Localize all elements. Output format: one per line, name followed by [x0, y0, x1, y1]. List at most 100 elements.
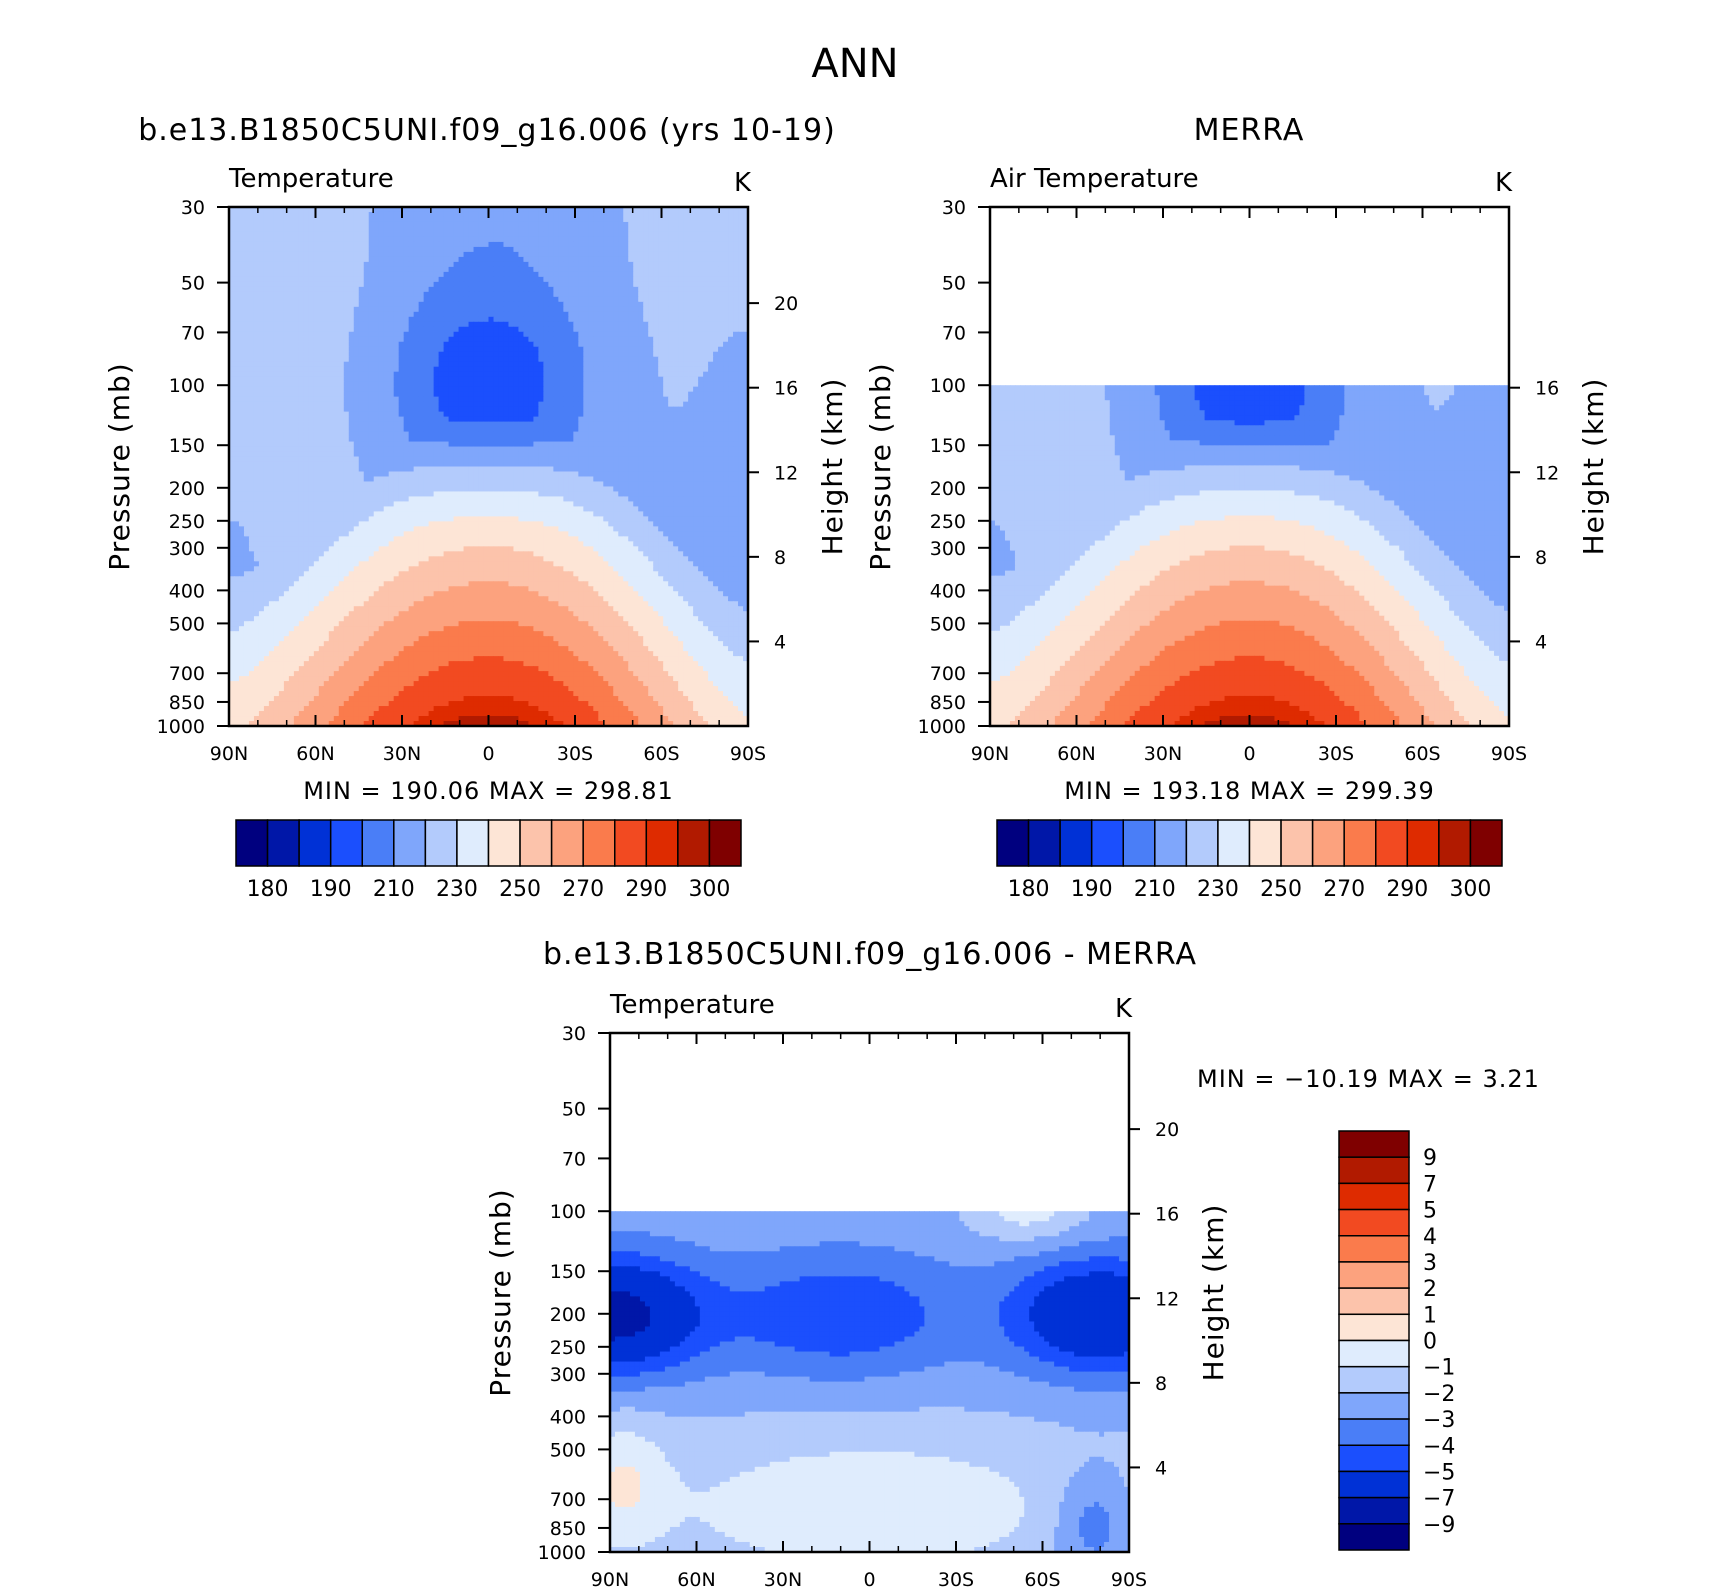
contour-cell: [538, 337, 544, 343]
contour-cell: [673, 272, 679, 278]
contour-cell: [369, 292, 375, 298]
contour-cell: [663, 352, 669, 358]
contour-cell: [593, 387, 599, 393]
contour-cell: [713, 337, 719, 343]
contour-cell: [244, 312, 250, 318]
contour-cell: [279, 292, 285, 298]
contour-cell: [613, 267, 619, 273]
contour-cell: [369, 422, 375, 428]
contour-cell: [289, 272, 295, 278]
contour-cell: [369, 377, 375, 383]
contour-cell: [533, 292, 539, 298]
contour-cell: [309, 257, 315, 263]
contour-cell: [588, 287, 594, 293]
contour-cell: [459, 292, 465, 298]
contour-cell: [543, 402, 549, 408]
contour-cell: [419, 287, 425, 293]
contour-cell: [658, 372, 664, 378]
contour-cell: [548, 372, 554, 378]
contour-cell: [434, 292, 440, 298]
contour-cell: [583, 327, 589, 333]
contour-cell: [394, 297, 400, 303]
contour-cell: [339, 212, 345, 218]
contour-cell: [464, 227, 470, 233]
contour-cell: [548, 227, 554, 233]
contour-cell: [708, 422, 714, 428]
contour-cell: [728, 327, 734, 333]
contour-cell: [339, 387, 345, 393]
contour-cell: [643, 252, 649, 258]
contour-cell: [314, 342, 320, 348]
contour-cell: [264, 237, 270, 243]
contour-cell: [613, 422, 619, 428]
contour-cell: [508, 267, 514, 273]
contour-cell: [319, 267, 325, 273]
contour-cell: [324, 367, 330, 373]
contour-cell: [593, 317, 599, 323]
contour-cell: [314, 422, 320, 428]
contour-cell: [429, 342, 435, 348]
contour-cell: [493, 237, 499, 243]
contour-cell: [449, 327, 455, 333]
contour-cell: [349, 397, 355, 403]
contour-cell: [324, 307, 330, 313]
contour-cell: [558, 362, 564, 368]
contour-cell: [648, 342, 654, 348]
contour-cell: [608, 417, 614, 423]
contour-cell: [239, 332, 245, 338]
contour-cell: [633, 277, 639, 283]
contour-cell: [399, 227, 405, 233]
contour-cell: [429, 252, 435, 258]
contour-cell: [713, 427, 719, 433]
contour-cell: [658, 237, 664, 243]
contour-cell: [563, 337, 569, 343]
contour-cell: [334, 432, 340, 438]
contour-cell: [429, 422, 435, 428]
contour-cell: [249, 327, 255, 333]
contour-cell: [573, 347, 579, 353]
contour-cell: [234, 342, 240, 348]
contour-cell: [359, 232, 365, 238]
contour-cell: [673, 417, 679, 423]
contour-cell: [493, 302, 499, 308]
contour-cell: [558, 227, 564, 233]
contour-cell: [389, 437, 395, 443]
contour-cell: [489, 422, 495, 428]
contour-cell: [294, 357, 300, 363]
contour-cell: [314, 312, 320, 318]
contour-cell: [469, 417, 475, 423]
contour-cell: [464, 262, 470, 268]
contour-cell: [439, 432, 445, 438]
contour-cell: [374, 262, 380, 268]
contour-cell: [723, 307, 729, 313]
contour-cell: [518, 442, 524, 448]
contour-cell: [523, 392, 529, 398]
contour-cell: [434, 392, 440, 398]
contour-cell: [294, 387, 300, 393]
contour-cell: [359, 302, 365, 308]
contour-cell: [573, 422, 579, 428]
contour-cell: [434, 387, 440, 393]
contour-cell: [379, 382, 385, 388]
contour-cell: [513, 432, 519, 438]
contour-cell: [279, 257, 285, 263]
contour-cell: [498, 357, 504, 363]
contour-cell: [683, 392, 689, 398]
contour-cell: [558, 317, 564, 323]
contour-cell: [728, 412, 734, 418]
contour-cell: [643, 402, 649, 408]
contour-cell: [459, 282, 465, 288]
contour-cell: [449, 262, 455, 268]
contour-cell: [239, 427, 245, 433]
contour-cell: [424, 302, 430, 308]
contour-cell: [598, 412, 604, 418]
contour-cell: [254, 442, 260, 448]
contour-cell: [364, 222, 370, 228]
contour-cell: [698, 442, 704, 448]
contour-cell: [389, 282, 395, 288]
contour-cell: [359, 337, 365, 343]
contour-cell: [264, 442, 270, 448]
contour-cell: [444, 262, 450, 268]
contour-cell: [324, 302, 330, 308]
contour-cell: [329, 282, 335, 288]
